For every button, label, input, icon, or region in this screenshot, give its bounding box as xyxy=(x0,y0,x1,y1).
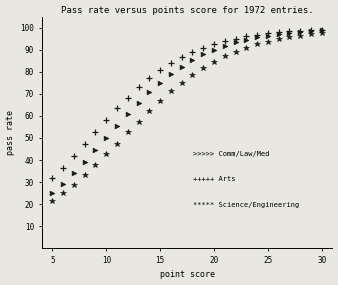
X-axis label: point score: point score xyxy=(160,270,215,280)
Title: Pass rate versus points score for 1972 entries.: Pass rate versus points score for 1972 e… xyxy=(61,5,313,15)
Text: ***** Science/Engineering: ***** Science/Engineering xyxy=(193,202,299,208)
Text: +++++ Arts: +++++ Arts xyxy=(193,176,235,182)
Y-axis label: pass rate: pass rate xyxy=(5,110,15,155)
Text: >>>>> Comm/Law/Med: >>>>> Comm/Law/Med xyxy=(193,151,269,157)
